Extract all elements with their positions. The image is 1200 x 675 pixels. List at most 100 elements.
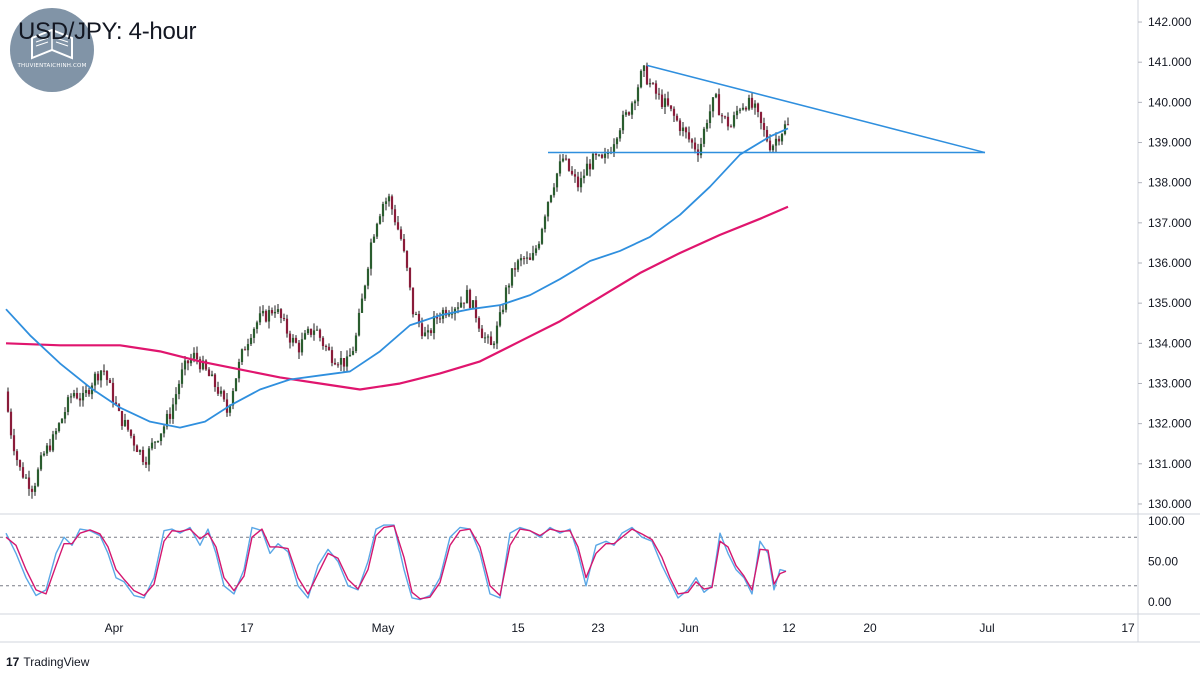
candle-up — [252, 327, 256, 344]
candle-down — [333, 358, 337, 366]
candle-up — [348, 348, 352, 357]
candle-down — [225, 392, 229, 417]
candle-down — [18, 459, 22, 471]
candle-down — [135, 444, 139, 453]
time-tick-label: 12 — [782, 621, 796, 635]
candle-up — [42, 451, 46, 457]
candle-down — [264, 309, 268, 323]
descending-trendline[interactable] — [646, 64, 986, 154]
candle-up — [492, 341, 496, 349]
candle-down — [204, 359, 208, 371]
candle-down — [462, 302, 466, 309]
candle-down — [222, 389, 226, 402]
price-tick-label: 137.000 — [1148, 216, 1192, 230]
candle-up — [366, 266, 370, 290]
candle-down — [126, 419, 130, 432]
candle-up — [303, 329, 307, 340]
candle-down — [576, 171, 580, 192]
candle-up — [69, 393, 73, 404]
candle-up — [516, 258, 520, 273]
candle-down — [297, 340, 301, 360]
candle-down — [393, 204, 397, 226]
candle-down — [489, 331, 493, 346]
candle-up — [735, 105, 739, 120]
candle-up — [642, 64, 646, 77]
candle-down — [87, 387, 91, 397]
candle-up — [561, 153, 565, 163]
candle-down — [330, 346, 334, 367]
candle-down — [129, 429, 133, 439]
candle-down — [327, 343, 331, 351]
candle-down — [744, 106, 748, 112]
candle-up — [174, 387, 178, 411]
time-tick-label: Jul — [979, 621, 994, 635]
candle-up — [240, 348, 244, 365]
candle-down — [522, 255, 526, 265]
candle-up — [45, 442, 49, 457]
candle-up — [525, 251, 529, 265]
candle-up — [291, 334, 295, 347]
candle-up — [159, 433, 163, 446]
candle-down — [651, 81, 655, 85]
candle-up — [300, 332, 304, 356]
candle-up — [582, 169, 586, 184]
candle-up — [741, 103, 745, 111]
candle-up — [183, 355, 187, 376]
candle-up — [387, 193, 391, 207]
price-tick-label: 142.000 — [1148, 15, 1192, 29]
candle-down — [9, 408, 13, 439]
tradingview-logo-icon: 17 — [6, 655, 20, 669]
candle-down — [564, 154, 568, 161]
candle-up — [99, 370, 103, 388]
candle-down — [6, 387, 10, 413]
candle-up — [258, 306, 262, 326]
watermark-text: THUVIENTAICHINH.COM — [17, 63, 87, 69]
candle-up — [351, 346, 355, 356]
candle-down — [408, 267, 412, 291]
candle-up — [585, 156, 589, 176]
candle-down — [729, 124, 733, 128]
candle-down — [216, 381, 220, 396]
candle-up — [603, 147, 607, 164]
chart-axes: 142.000 141.000 140.000 139.000 138.000 137.0… — [105, 15, 1192, 635]
candle-up — [234, 378, 238, 392]
candle-down — [132, 433, 136, 452]
candle-down — [390, 194, 394, 215]
candle-up — [453, 306, 457, 321]
candle-up — [465, 285, 469, 304]
candle-up — [699, 137, 703, 159]
candle-down — [279, 308, 283, 324]
candle-down — [750, 92, 754, 110]
candle-down — [687, 126, 691, 143]
candle-up — [162, 423, 166, 438]
candle-up — [51, 430, 55, 453]
stoch-tick-label: 100.00 — [1148, 514, 1185, 528]
candle-down — [396, 216, 400, 231]
candle-down — [186, 359, 190, 371]
candle-up — [501, 304, 505, 315]
candle-up — [534, 245, 538, 256]
candle-down — [48, 438, 52, 453]
candle-up — [540, 227, 544, 245]
candle-up — [246, 338, 250, 357]
candle-down — [30, 485, 34, 499]
candle-up — [732, 111, 736, 129]
candle-up — [621, 110, 625, 135]
candle-down — [588, 159, 592, 177]
stoch-tick-label: 0.00 — [1148, 595, 1172, 609]
candle-up — [618, 128, 622, 142]
tradingview-footer[interactable]: 17 TradingView — [6, 655, 89, 669]
candle-down — [15, 449, 19, 466]
candle-down — [528, 253, 532, 261]
price-tick-label: 134.000 — [1148, 336, 1192, 350]
candle-up — [339, 351, 343, 371]
candle-up — [147, 445, 151, 472]
candle-up — [255, 320, 259, 334]
candle-down — [762, 117, 766, 137]
time-tick-label: 17 — [1121, 621, 1135, 635]
candle-down — [717, 88, 721, 116]
candle-down — [765, 126, 769, 143]
candle-up — [753, 100, 757, 115]
candle-up — [261, 305, 265, 317]
